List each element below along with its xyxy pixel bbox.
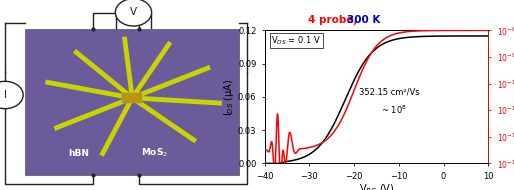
Text: hBN: hBN — [68, 149, 89, 158]
Text: I: I — [4, 90, 7, 100]
Circle shape — [0, 81, 23, 109]
Text: 4 probe,: 4 probe, — [308, 15, 358, 25]
Text: MoS$_2$: MoS$_2$ — [141, 147, 168, 159]
Circle shape — [115, 0, 152, 26]
Text: V: V — [130, 7, 137, 17]
Text: V$_{DS}$ = 0.1 V: V$_{DS}$ = 0.1 V — [271, 34, 322, 47]
Text: 352.15 cm²/Vs: 352.15 cm²/Vs — [359, 87, 419, 96]
Y-axis label: I$_{DS}$ (μA): I$_{DS}$ (μA) — [223, 78, 236, 116]
Bar — [25, 28, 240, 175]
Text: ~ 10$^{8}$: ~ 10$^{8}$ — [381, 104, 407, 116]
X-axis label: V$_{BG}$ (V): V$_{BG}$ (V) — [359, 182, 394, 190]
Bar — [122, 93, 142, 103]
Text: 300 K: 300 K — [347, 15, 380, 25]
